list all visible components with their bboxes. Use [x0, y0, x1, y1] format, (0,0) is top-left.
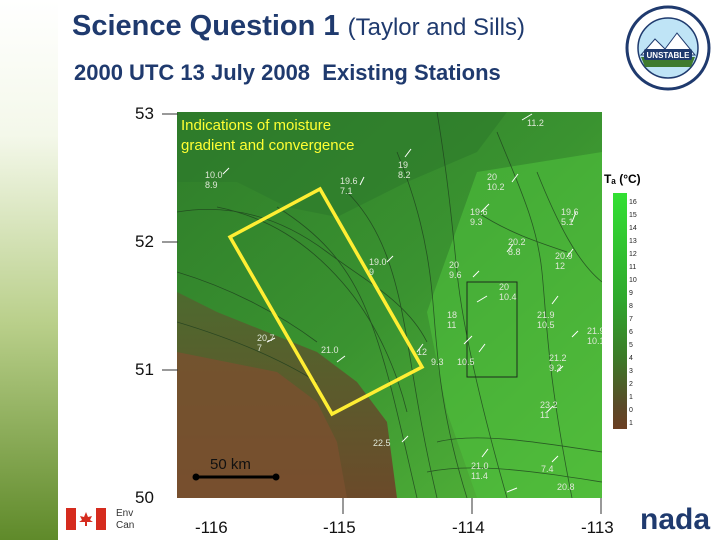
station-d: 10.4: [499, 292, 517, 302]
lon-label-116: -116: [195, 518, 228, 537]
station-t: 10.0: [205, 170, 223, 180]
annotation-text: Indications of moisture gradient and con…: [181, 116, 401, 156]
station-labels: 11.2 19 8.2 10.0 8.9 19.6 7.1 20 10.2 19…: [205, 118, 602, 492]
station-wind-barbs: [222, 113, 579, 493]
station-d: 10.2: [487, 182, 505, 192]
station-box: [466, 281, 518, 378]
title-main: Science Question 1: [72, 10, 340, 42]
station-t: 19.0: [369, 257, 387, 267]
station-t: 18: [447, 310, 457, 320]
station-t: 21.2: [549, 353, 567, 363]
convergence-highlight: [227, 186, 425, 417]
legend-colorbar: [613, 193, 627, 429]
legend-tick: 14: [629, 225, 637, 232]
legend-tick: 1: [629, 420, 633, 427]
station-d: 9.3: [431, 357, 444, 367]
station-d: 11: [447, 320, 456, 330]
station-t: 21.9: [587, 326, 602, 336]
legend-tick: 12: [629, 251, 637, 258]
station-d: 11.4: [471, 471, 488, 481]
legend-tick: 15: [629, 212, 637, 219]
subtitle-date: 2000 UTC 13 July 2008: [74, 60, 311, 85]
subtitle-label: Existing Stations: [322, 60, 501, 85]
no-data-region: [177, 112, 507, 217]
station-t: 20: [487, 172, 497, 182]
lon-label-113: -113: [581, 518, 614, 537]
station-d: 8.8: [508, 247, 521, 257]
lat-label-51: 51: [135, 360, 154, 379]
scale-label: 50 km: [210, 456, 251, 473]
station-d: 10.5: [457, 357, 475, 367]
legend-tick: 5: [629, 342, 633, 349]
station-d: 20.8: [557, 482, 575, 492]
station-t: 19.6: [340, 176, 358, 186]
station-d: 8.2: [398, 170, 411, 180]
page-title: Science Question 1 (Taylor and Sills): [72, 10, 525, 43]
station-d: 9.3: [470, 217, 483, 227]
logo-label: UNSTABLE: [647, 51, 691, 60]
legend-tick: 1: [629, 394, 633, 401]
legend-title: Tₐ (°C): [604, 172, 641, 186]
station-t: 20.9: [555, 251, 573, 261]
title-authors: (Taylor and Sills): [347, 14, 525, 41]
env-can-line1: Env: [116, 508, 134, 519]
unstable-logo-icon: UNSTABLE: [625, 5, 711, 91]
station-d: 11: [540, 410, 549, 420]
station-d: 7.1: [340, 186, 353, 196]
station-t: 20.2: [508, 237, 526, 247]
lat-label-53: 53: [135, 104, 154, 123]
station-map: 11.2 19 8.2 10.0 8.9 19.6 7.1 20 10.2 19…: [177, 112, 602, 498]
nada-logo: nada: [640, 503, 711, 536]
lat-label-50: 50: [135, 488, 154, 507]
station-d: 5.1: [561, 217, 574, 227]
station-d: 12: [555, 261, 565, 271]
station-d: 8.9: [205, 180, 218, 190]
env-can-line2: Can: [116, 520, 135, 531]
station-d: 9.6: [449, 270, 462, 280]
legend-tick: 2: [629, 381, 633, 388]
annotation-line2: gradient and convergence: [181, 137, 355, 154]
station-t: 23.2: [540, 400, 558, 410]
annotation-line1: Indications of moisture: [181, 117, 332, 134]
lon-label-115: -115: [323, 518, 356, 537]
station-t: 19.6: [561, 207, 579, 217]
station-t: 20: [449, 260, 459, 270]
legend-tick: 7: [629, 316, 633, 323]
moist-region: [427, 152, 602, 498]
legend-tick: 11: [629, 264, 637, 271]
station-t: 12: [417, 347, 427, 357]
station-t: 11.2: [527, 118, 544, 128]
page-subtitle: 2000 UTC 13 July 2008 Existing Stations: [74, 60, 501, 86]
station-d: 9: [369, 267, 374, 277]
lat-label-52: 52: [135, 232, 154, 251]
legend-tick: 16: [629, 199, 637, 206]
mountain-terrain-core: [177, 352, 347, 498]
station-t: 20: [499, 282, 509, 292]
station-t: 22.5: [373, 438, 391, 448]
station-d: 7.4: [541, 464, 554, 474]
station-d: 7: [257, 343, 262, 353]
legend-tick: 4: [629, 355, 633, 362]
left-gradient-bar: [0, 0, 58, 540]
legend-tick: 3: [629, 368, 633, 375]
legend-tick: 8: [629, 303, 633, 310]
station-t: 19.6: [470, 207, 488, 217]
legend-tick: 6: [629, 329, 633, 336]
legend-tick: 10: [629, 277, 637, 284]
station-d: 10.5: [537, 320, 555, 330]
station-t: 21.0: [321, 345, 339, 355]
station-t: 21.0: [471, 461, 489, 471]
legend-tick: 0: [629, 407, 633, 414]
canada-flag-icon: [66, 508, 106, 530]
station-d: 9.2: [549, 363, 562, 373]
station-t: 20.7: [257, 333, 275, 343]
legend-tick: 9: [629, 290, 633, 297]
station-d: 10.1: [587, 336, 602, 346]
lon-label-114: -114: [452, 518, 485, 537]
station-t: 21.9: [537, 310, 555, 320]
station-t: 19: [398, 160, 408, 170]
legend-tick: 13: [629, 238, 637, 245]
